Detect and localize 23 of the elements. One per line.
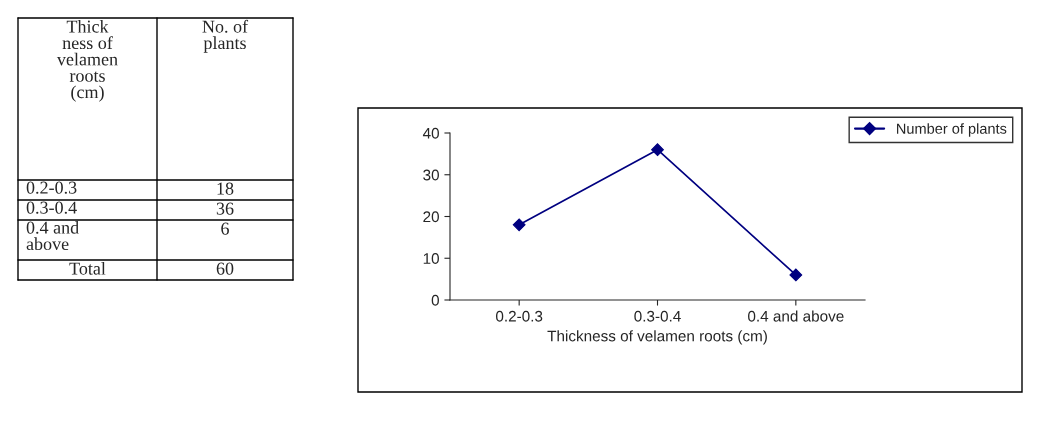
text: 0.2-0.3 <box>26 181 77 194</box>
x-tick-label: 0.4 and above <box>748 310 844 322</box>
point <box>789 268 803 282</box>
x-tick-label: 0.3-0.4 <box>634 310 681 322</box>
text: 60 <box>216 262 234 275</box>
text: 0.3-0.4 <box>26 201 77 214</box>
text: Thick ness of velamen roots (cm) <box>56 20 118 102</box>
text: Total <box>69 262 106 275</box>
text: 18 <box>217 182 234 195</box>
y-tick-label: 30 <box>423 169 439 181</box>
text: 0.4 and above <box>26 221 79 251</box>
y-tick-label: 0 <box>431 294 439 306</box>
y-tick-label: 10 <box>423 253 439 264</box>
point <box>512 218 526 232</box>
text: 6 <box>221 222 229 235</box>
x-tick-label: 0.2-0.3 <box>495 310 543 322</box>
y-tick-label: 40 <box>422 127 439 139</box>
x-axis-title: Thickness of velamen roots (cm) <box>547 330 767 345</box>
y-tick-label: 20 <box>423 211 439 223</box>
text: 36 <box>216 202 234 215</box>
legend-label: Number of plants <box>897 123 1007 137</box>
text: No. of plants <box>202 19 249 53</box>
point <box>651 143 664 157</box>
